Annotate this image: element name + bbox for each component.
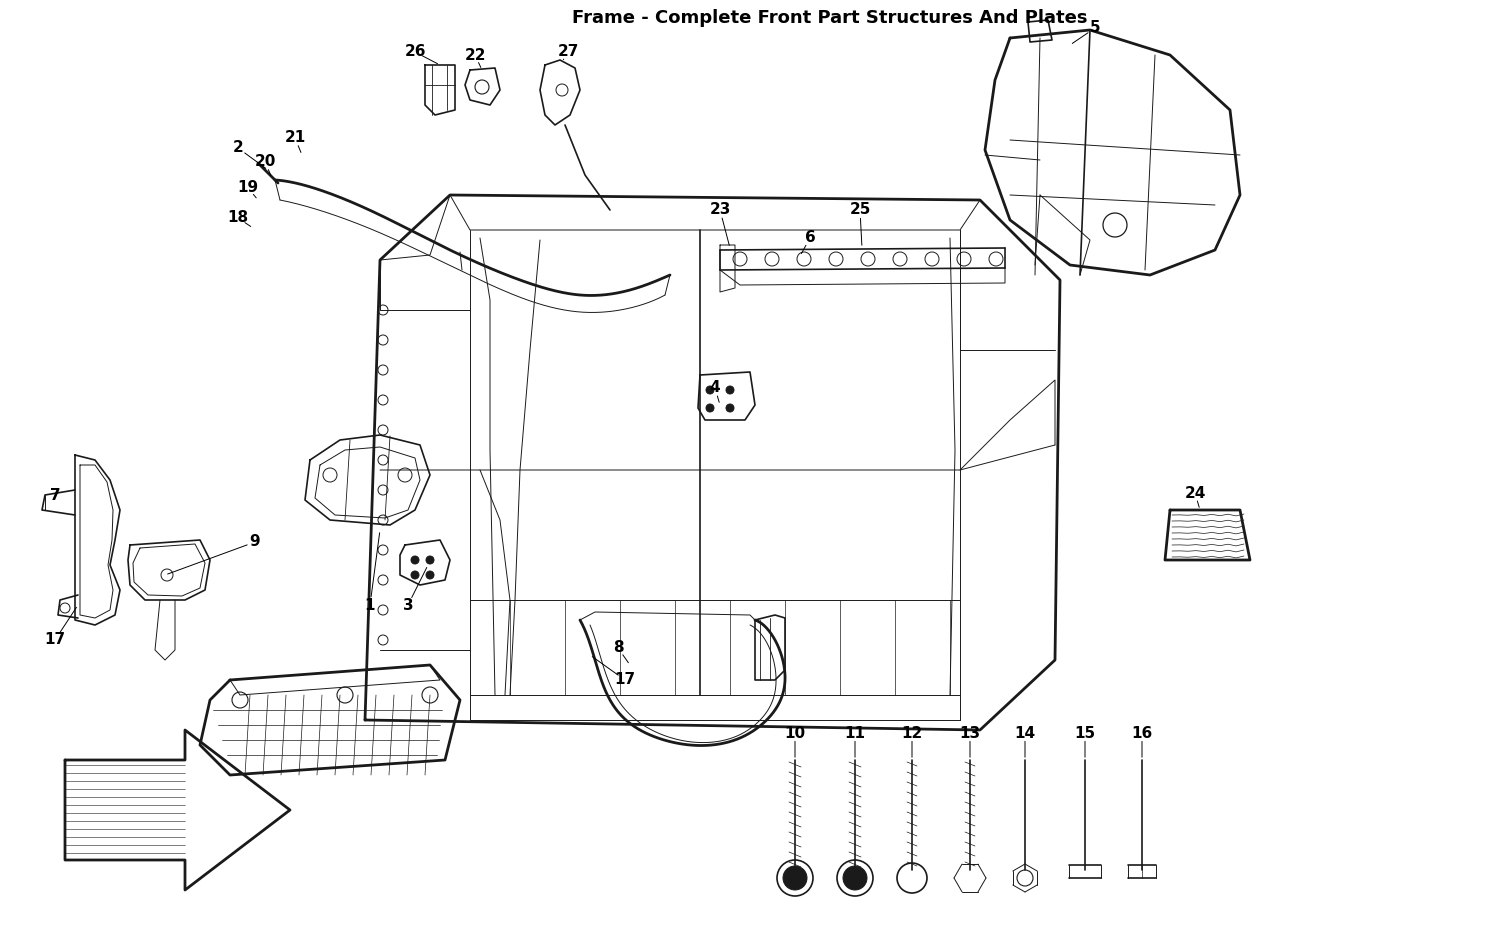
Circle shape: [726, 386, 734, 394]
Circle shape: [706, 386, 714, 394]
Text: 11: 11: [844, 726, 865, 740]
Text: 5: 5: [1089, 21, 1101, 35]
Text: 27: 27: [558, 45, 579, 60]
Text: 3: 3: [402, 598, 414, 613]
Text: 21: 21: [285, 130, 306, 145]
Text: 8: 8: [612, 640, 624, 656]
Circle shape: [426, 571, 433, 579]
Text: 1: 1: [364, 598, 375, 613]
Circle shape: [843, 866, 867, 890]
Circle shape: [726, 404, 734, 412]
Text: 2: 2: [232, 141, 243, 156]
Text: 25: 25: [849, 202, 870, 218]
Text: 20: 20: [255, 155, 276, 169]
Text: 10: 10: [784, 726, 806, 740]
Text: 26: 26: [405, 45, 426, 60]
Text: 16: 16: [1131, 726, 1152, 740]
Circle shape: [706, 404, 714, 412]
Text: 13: 13: [960, 726, 981, 740]
Text: 17: 17: [45, 633, 66, 648]
Text: 23: 23: [710, 202, 730, 218]
Text: 4: 4: [710, 381, 720, 395]
Text: 24: 24: [1185, 485, 1206, 501]
Circle shape: [411, 571, 419, 579]
Text: 14: 14: [1014, 726, 1035, 740]
Text: 19: 19: [237, 180, 258, 196]
Circle shape: [426, 556, 433, 564]
Text: 12: 12: [902, 726, 922, 740]
Text: 7: 7: [50, 487, 60, 503]
Text: 15: 15: [1074, 726, 1095, 740]
Text: 6: 6: [804, 231, 816, 245]
Text: 9: 9: [249, 535, 261, 549]
Text: 22: 22: [465, 48, 486, 63]
Text: 18: 18: [228, 211, 249, 225]
Text: 17: 17: [615, 673, 636, 688]
Circle shape: [783, 866, 807, 890]
Text: Frame - Complete Front Part Structures And Plates: Frame - Complete Front Part Structures A…: [573, 9, 1088, 27]
Circle shape: [411, 556, 419, 564]
